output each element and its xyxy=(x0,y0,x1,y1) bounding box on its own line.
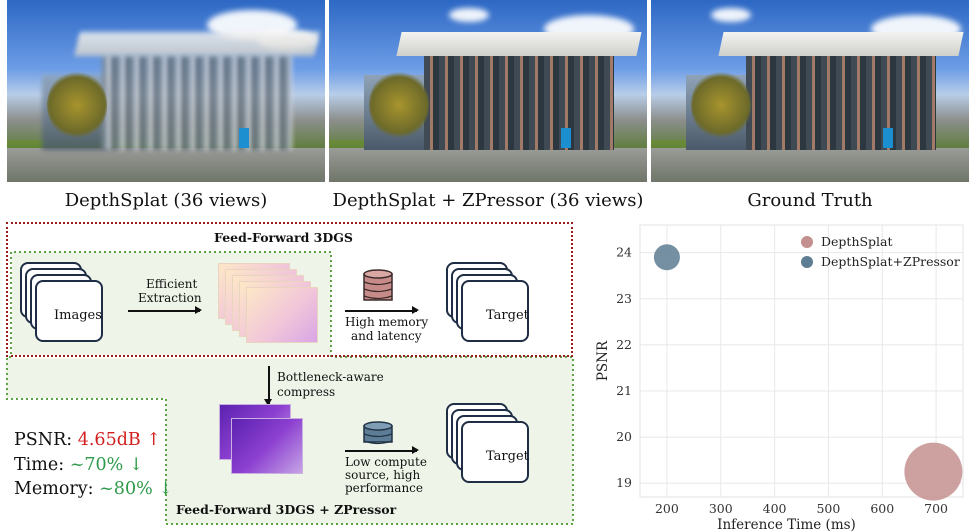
bottom-cost-label-2: source, high xyxy=(345,468,421,482)
target-label-bottom: Target xyxy=(486,449,529,464)
y-tick-label: 21 xyxy=(616,383,632,398)
database-icon xyxy=(363,421,393,445)
legend-label: DepthSplat+ZPressor xyxy=(821,254,960,269)
data-point xyxy=(904,442,963,501)
down-arrow-icon: ↓ xyxy=(128,454,144,475)
extraction-label-1: Efficient xyxy=(146,277,198,291)
depthsplat-render-image xyxy=(7,0,325,182)
target-stack-bottom xyxy=(446,403,529,483)
data-point xyxy=(653,244,680,271)
bottom-cost-label-1: Low compute xyxy=(345,455,427,469)
x-tick-label: 700 xyxy=(924,501,948,516)
dense-feature-map xyxy=(246,287,318,343)
ground-truth-image xyxy=(651,0,969,182)
psnr-metric: PSNR: 4.65dB ↑ xyxy=(14,430,162,450)
top-output-arrow xyxy=(345,307,419,313)
compress-label-2: compress xyxy=(277,385,336,399)
database-icon xyxy=(363,269,393,301)
top-pipeline-title: Feed-Forward 3DGS xyxy=(214,230,353,245)
extraction-arrow xyxy=(128,307,202,313)
plot-area xyxy=(639,224,964,498)
down-arrow-icon: ↓ xyxy=(158,479,173,499)
up-arrow-icon: ↑ xyxy=(146,430,162,450)
top-cost-label-2: and latency xyxy=(351,329,422,343)
caption-ground-truth: Ground Truth xyxy=(747,190,873,211)
target-label-top: Target xyxy=(486,308,529,323)
x-tick-label: 600 xyxy=(870,501,894,516)
y-tick-label: 20 xyxy=(616,429,632,444)
caption-zpressor: DepthSplat + ZPressor (36 views) xyxy=(332,190,644,211)
y-tick-label: 22 xyxy=(616,337,632,352)
memory-value: ~80% xyxy=(99,479,153,499)
target-stack-top xyxy=(446,262,529,342)
input-images-stack xyxy=(20,262,103,342)
feed-forward-3dgs-region xyxy=(6,222,573,357)
memory-metric: Memory: ~80% ↓ xyxy=(14,479,173,499)
bottom-cost-label-3: performance xyxy=(345,481,424,495)
time-metric: Time: ~70% ↓ xyxy=(14,454,144,475)
legend-marker xyxy=(801,236,813,248)
compress-arrow xyxy=(265,366,271,406)
extraction-label-2: Extraction xyxy=(138,291,202,305)
x-tick-label: 300 xyxy=(709,501,733,516)
psnr-value: 4.65dB xyxy=(77,430,141,450)
compressed-feature-map xyxy=(231,418,303,474)
x-tick-label: 200 xyxy=(655,501,679,516)
compress-label-1: Bottleneck-aware xyxy=(277,370,384,384)
y-tick-label: 24 xyxy=(616,245,632,260)
time-value: ~70% xyxy=(69,454,124,475)
x-axis-label: Inference Time (ms) xyxy=(717,517,856,531)
psnr-vs-time-chart: 200 300 400 500 600 700 19 20 21 22 23 24 Inference … xyxy=(595,224,964,531)
x-tick-label: 400 xyxy=(763,501,787,516)
top-cost-label-1: High memory xyxy=(345,315,429,329)
x-tick-label: 500 xyxy=(816,501,840,516)
zpressor-render-image xyxy=(329,0,647,182)
y-axis-label: PSNR xyxy=(595,340,611,381)
improvement-metrics: PSNR: 4.65dB ↑ Time: ~70% ↓ Memory: ~80%… xyxy=(14,428,173,502)
legend-label: DepthSplat xyxy=(821,234,893,249)
bottom-output-arrow xyxy=(345,447,419,453)
images-label: Images xyxy=(54,308,102,323)
legend-marker xyxy=(801,256,813,268)
caption-depthsplat: DepthSplat (36 views) xyxy=(64,190,268,211)
bottom-pipeline-title: Feed-Forward 3DGS + ZPressor xyxy=(176,502,397,517)
y-tick-label: 23 xyxy=(616,291,632,306)
y-tick-label: 19 xyxy=(616,475,632,490)
